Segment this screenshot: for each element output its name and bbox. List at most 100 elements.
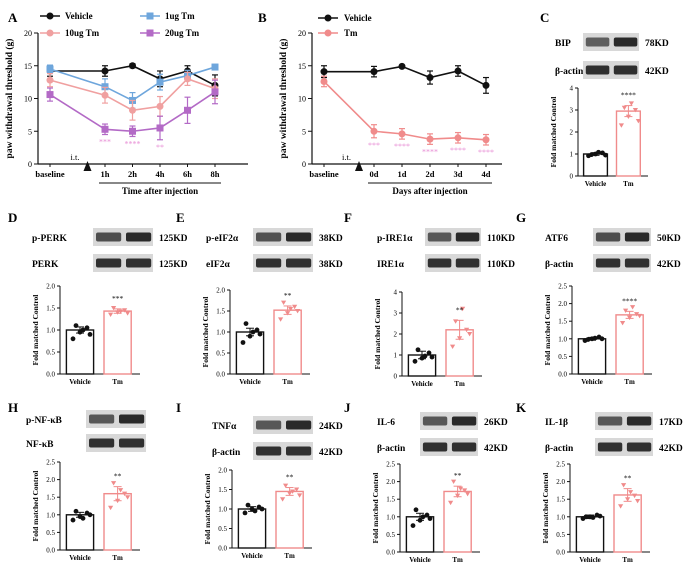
blot-kd: 110KD	[487, 260, 515, 270]
blot-label: p-eIF2α	[206, 234, 239, 244]
x-tick-label: 4d	[482, 169, 491, 179]
y-tick-label: 0.0	[386, 549, 395, 557]
y-tick-label: 3	[394, 310, 398, 318]
legend-label: Tm	[344, 28, 358, 38]
panel-letter-f: F	[344, 210, 352, 225]
western-blot-band	[89, 438, 115, 448]
data-point	[283, 483, 289, 488]
data-point	[46, 76, 54, 84]
y-tick-label: 2	[570, 129, 574, 137]
chart-panel-k: IL-1β 17KD β-actin 42KD 0.0 0.5 1.0 1.5 2.0 2.5 Fo…	[541, 412, 683, 564]
blot-kd: 42KD	[319, 448, 343, 458]
blot-label: β-actin	[212, 448, 241, 458]
x-tick-label: Tm	[622, 556, 633, 564]
arrow-icon	[355, 161, 363, 171]
western-blot-band	[597, 442, 623, 452]
data-point	[156, 78, 164, 86]
data-point	[278, 317, 284, 322]
chart-panel-i: TNFα 24KD β-actin 42KD 0.0 0.5 1.0 1.5 2.0 Fold m…	[203, 416, 343, 560]
chart-panel-f: p-IRE1α 110KD IRE1α 110KD 0 1 2 3 4 Fold matched …	[373, 228, 515, 388]
blot-label: IRE1α	[377, 260, 405, 270]
blot-kd: 50KD	[657, 234, 681, 244]
bar	[615, 314, 644, 375]
data-point	[422, 353, 428, 359]
y-tick-label: 1	[394, 352, 398, 360]
significance-stars: ****	[621, 91, 636, 100]
data-point	[454, 67, 462, 75]
x-tick-label: Tm	[623, 180, 634, 188]
data-point	[632, 493, 638, 499]
western-blot-band	[451, 416, 477, 426]
data-point	[627, 315, 633, 321]
x-tick-label: Tm	[452, 556, 463, 564]
western-blot-band	[96, 258, 122, 268]
legend-label: 1ug Tm	[165, 11, 195, 21]
x-tick-label: baseline	[35, 169, 65, 179]
western-blot-band	[422, 416, 448, 426]
y-tick-label: 5	[302, 127, 306, 136]
western-blot-band	[126, 232, 152, 242]
y-tick-label: 0	[394, 373, 398, 381]
bar	[103, 310, 132, 375]
data-point	[111, 481, 117, 486]
western-blot-band	[585, 65, 610, 75]
data-point	[618, 123, 624, 128]
data-point	[599, 336, 605, 342]
x-tick-label: Vehicle	[411, 380, 433, 388]
data-point	[621, 483, 627, 488]
data-point	[245, 502, 251, 508]
y-tick-label: 1.0	[556, 513, 565, 521]
bar	[237, 508, 267, 549]
data-point	[118, 488, 124, 493]
blot-kd: 125KD	[159, 260, 188, 270]
data-point	[122, 491, 128, 497]
western-blot-band	[626, 416, 652, 426]
data-point	[111, 306, 117, 311]
panel-letter-h: H	[8, 400, 18, 415]
legend-marker	[324, 14, 332, 22]
data-point	[413, 507, 419, 513]
x-tick-label: Tm	[284, 552, 295, 560]
data-point	[596, 149, 601, 155]
y-tick-label: 15	[24, 62, 32, 71]
y-tick-label: 0.0	[46, 371, 55, 379]
y-tick-label: 2.5	[386, 461, 395, 469]
legend-label: Vehicle	[65, 11, 93, 21]
blot-kd: 125KD	[159, 234, 188, 244]
western-blot-band	[595, 258, 621, 268]
data-point	[70, 336, 76, 342]
data-point	[620, 320, 626, 326]
panel-letter-j: J	[344, 400, 351, 415]
y-axis-label: paw withdrawal threshold (g)	[278, 39, 289, 159]
blot-kd: 42KD	[659, 444, 683, 454]
y-tick-label: 0.0	[558, 371, 567, 379]
data-point	[415, 347, 421, 353]
y-tick-label: 20	[24, 29, 32, 38]
y-tick-label: 2.5	[558, 283, 567, 291]
data-point	[420, 514, 426, 520]
y-tick-label: 0.5	[218, 525, 227, 533]
x-tick-label: Tm	[454, 380, 465, 388]
blot-label: p-IRE1α	[377, 234, 413, 244]
data-point	[398, 130, 406, 138]
data-point	[125, 495, 131, 500]
y-tick-label: 1.0	[46, 511, 55, 519]
data-point	[621, 105, 627, 111]
data-point	[623, 308, 629, 314]
y-axis-label: Fold matched Control	[373, 299, 382, 370]
y-tick-label: 1.5	[216, 308, 225, 316]
data-point	[590, 515, 596, 520]
data-point	[410, 523, 416, 528]
y-tick-label: 2	[394, 331, 398, 339]
legend-label: 10ug Tm	[65, 28, 100, 38]
y-tick-label: 2.5	[46, 459, 55, 467]
x-tick-label: Tm	[282, 378, 293, 386]
data-point	[287, 491, 293, 496]
y-axis-label: Fold matched Control	[541, 473, 550, 544]
blot-label: PERK	[32, 260, 59, 270]
data-point	[458, 486, 464, 492]
x-tick-label: Vehicle	[579, 556, 601, 564]
data-point	[250, 329, 256, 335]
significance-stars: **	[114, 472, 122, 481]
significance-stars: ****	[622, 296, 637, 305]
